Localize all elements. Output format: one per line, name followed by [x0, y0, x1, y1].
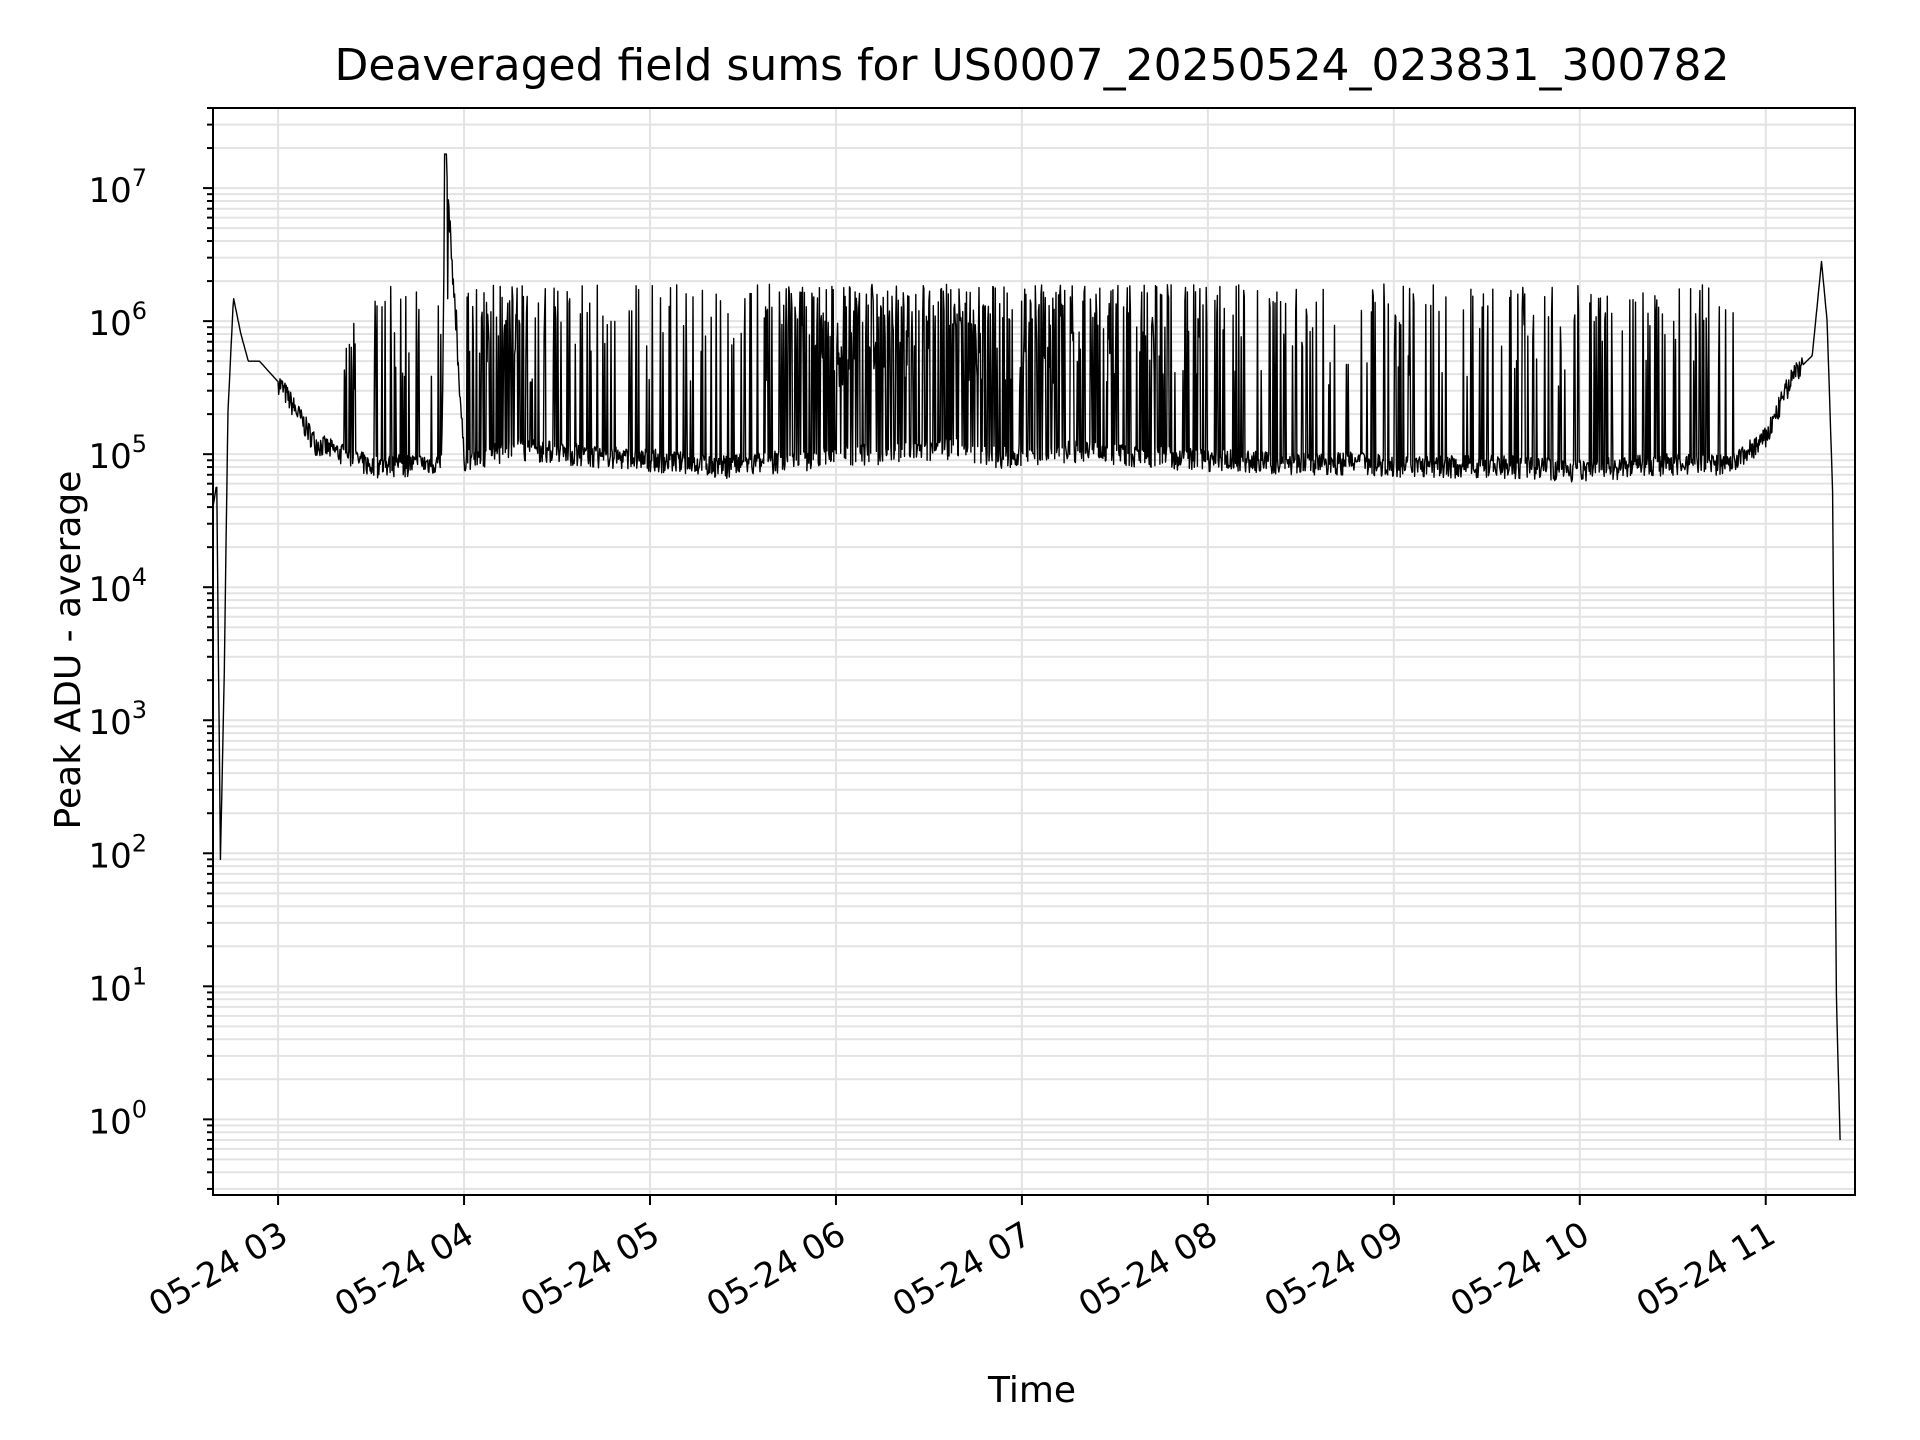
plot-frame: [212, 107, 1856, 1196]
chart-title: Deaveraged field sums for US0007_2025052…: [335, 40, 1730, 91]
series-line: [212, 153, 1841, 1141]
y-tick-label: 107: [88, 164, 147, 211]
y-tick-label: 102: [88, 829, 147, 876]
data-line: [212, 153, 1841, 1141]
x-axis-label: Time: [987, 1370, 1076, 1411]
y-axis-label: Peak ADU - average: [48, 471, 89, 830]
